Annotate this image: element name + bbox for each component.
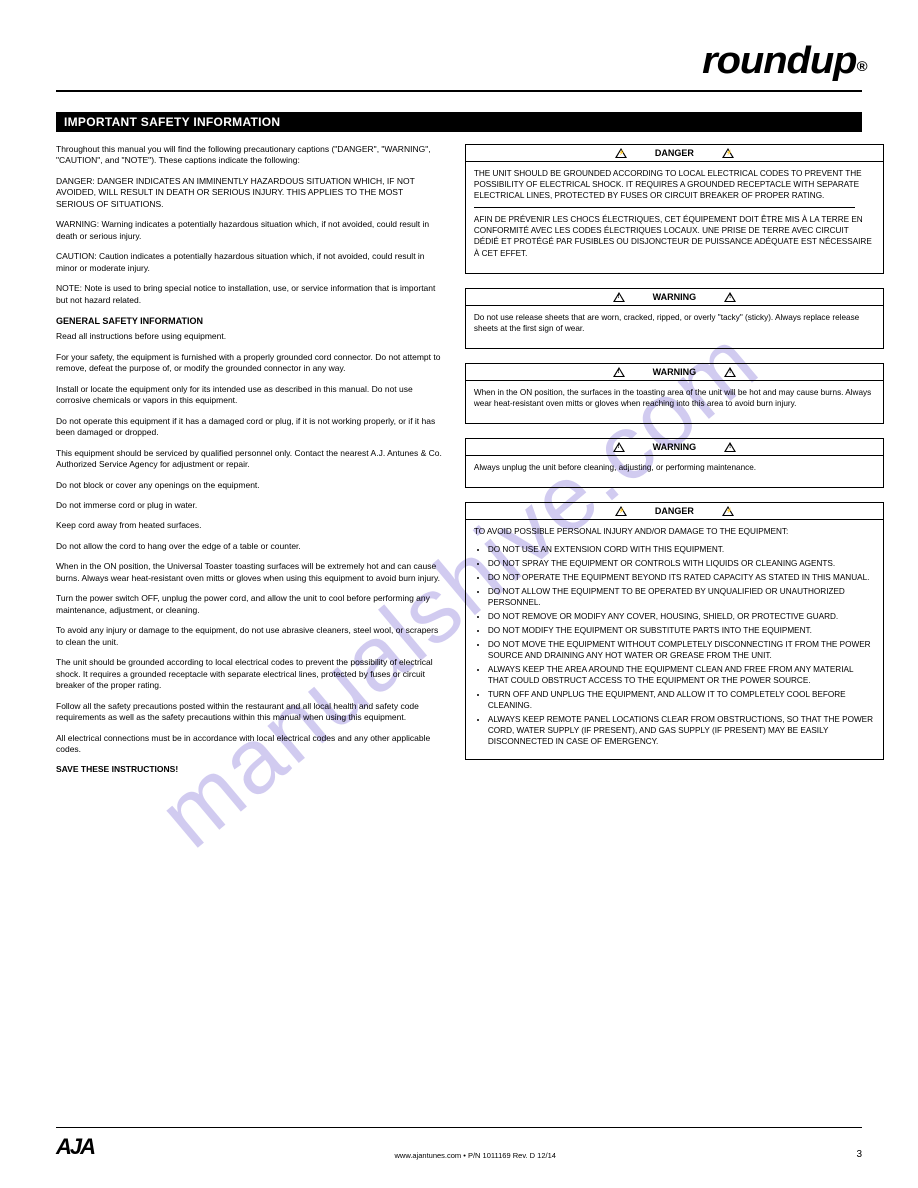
box-header: DANGER: [466, 503, 883, 520]
gsi-heading: GENERAL SAFETY INFORMATION: [56, 315, 443, 327]
warning-box-unplug: WARNING Always unplug the unit before cl…: [465, 438, 884, 488]
gsi-item: Keep cord away from heated surfaces.: [56, 520, 443, 531]
danger-list: DO NOT USE AN EXTENSION CORD WITH THIS E…: [474, 544, 875, 748]
divider-rule: [474, 207, 855, 208]
gsi-item: To avoid any injury or damage to the equ…: [56, 625, 443, 648]
box-title: DANGER: [655, 505, 694, 517]
section-title-bar: IMPORTANT SAFETY INFORMATION: [56, 112, 862, 132]
warning-box-hot: WARNING When in the ON position, the sur…: [465, 363, 884, 424]
gsi-item: Do not operate this equipment if it has …: [56, 416, 443, 439]
gsi-item: Read all instructions before using equip…: [56, 331, 443, 342]
box-para: THE UNIT SHOULD BE GROUNDED ACCORDING TO…: [474, 168, 875, 201]
box-title: WARNING: [653, 291, 697, 303]
list-item: DO NOT OPERATE THE EQUIPMENT BEYOND ITS …: [488, 572, 875, 583]
warning-icon: [613, 442, 625, 452]
list-item: DO NOT SPRAY THE EQUIPMENT OR CONTROLS W…: [488, 558, 875, 569]
gsi-item: When in the ON position, the Universal T…: [56, 561, 443, 584]
box-intro: TO AVOID POSSIBLE PERSONAL INJURY AND/OR…: [474, 526, 875, 537]
box-body: Do not use release sheets that are worn,…: [466, 306, 883, 348]
box-header: WARNING: [466, 364, 883, 381]
intro-paragraph: Throughout this manual you will find the…: [56, 144, 443, 167]
box-title: WARNING: [653, 366, 697, 378]
page-number: 3: [856, 1149, 862, 1160]
list-item: ALWAYS KEEP REMOTE PANEL LOCATIONS CLEAR…: [488, 714, 875, 747]
footer-rule: [56, 1127, 862, 1128]
danger-box-list: DANGER TO AVOID POSSIBLE PERSONAL INJURY…: [465, 502, 884, 759]
bolt-icon: [615, 506, 627, 516]
gsi-item: The unit should be grounded according to…: [56, 657, 443, 691]
bolt-icon: [615, 148, 627, 158]
box-header: WARNING: [466, 439, 883, 456]
gsi-item: Do not block or cover any openings on th…: [56, 480, 443, 491]
footer-center-text: www.ajantunes.com • P/N 1011169 Rev. D 1…: [94, 1151, 856, 1160]
box-header: DANGER: [466, 145, 883, 162]
list-item: DO NOT MODIFY THE EQUIPMENT OR SUBSTITUT…: [488, 625, 875, 636]
content-columns: Throughout this manual you will find the…: [56, 144, 862, 785]
box-para: Do not use release sheets that are worn,…: [474, 312, 875, 334]
warning-icon: [724, 292, 736, 302]
brand-logo: roundup®: [702, 40, 866, 83]
warning-icon: [613, 292, 625, 302]
gsi-item: Do not immerse cord or plug in water.: [56, 500, 443, 511]
box-body: When in the ON position, the surfaces in…: [466, 381, 883, 423]
gsi-item: For your safety, the equipment is furnis…: [56, 352, 443, 375]
danger-box-grounding: DANGER THE UNIT SHOULD BE GROUNDED ACCOR…: [465, 144, 884, 274]
box-para-fr: AFIN DE PRÉVENIR LES CHOCS ÉLECTRIQUES, …: [474, 214, 875, 258]
list-item: TURN OFF AND UNPLUG THE EQUIPMENT, AND A…: [488, 689, 875, 711]
gsi-item: Do not allow the cord to hang over the e…: [56, 541, 443, 552]
warning-icon: [724, 367, 736, 377]
gsi-item: Turn the power switch OFF, unplug the po…: [56, 593, 443, 616]
footer-logo: AJA: [56, 1134, 94, 1160]
box-para: When in the ON position, the surfaces in…: [474, 387, 875, 409]
header-rule: [56, 90, 862, 92]
left-column: Throughout this manual you will find the…: [56, 144, 443, 785]
box-title: DANGER: [655, 147, 694, 159]
box-body: Always unplug the unit before cleaning, …: [466, 456, 883, 487]
right-column: DANGER THE UNIT SHOULD BE GROUNDED ACCOR…: [465, 144, 884, 785]
list-item: DO NOT ALLOW THE EQUIPMENT TO BE OPERATE…: [488, 586, 875, 608]
list-item: DO NOT MOVE THE EQUIPMENT WITHOUT COMPLE…: [488, 639, 875, 661]
def-note: NOTE: Note is used to bring special noti…: [56, 283, 443, 306]
def-warning: WARNING: Warning indicates a potentially…: [56, 219, 443, 242]
box-body: TO AVOID POSSIBLE PERSONAL INJURY AND/OR…: [466, 520, 883, 758]
bolt-icon: [722, 148, 734, 158]
bolt-icon: [722, 506, 734, 516]
list-item: DO NOT USE AN EXTENSION CORD WITH THIS E…: [488, 544, 875, 555]
box-body: THE UNIT SHOULD BE GROUNDED ACCORDING TO…: [466, 162, 883, 272]
def-danger: DANGER: DANGER INDICATES AN IMMINENTLY H…: [56, 176, 443, 210]
list-item: ALWAYS KEEP THE AREA AROUND THE EQUIPMEN…: [488, 664, 875, 686]
warning-icon: [613, 367, 625, 377]
gsi-item: Follow all the safety precautions posted…: [56, 701, 443, 724]
box-header: WARNING: [466, 289, 883, 306]
box-title: WARNING: [653, 441, 697, 453]
warning-box-sheets: WARNING Do not use release sheets that a…: [465, 288, 884, 349]
gsi-item: This equipment should be serviced by qua…: [56, 448, 443, 471]
page-footer: AJA www.ajantunes.com • P/N 1011169 Rev.…: [56, 1127, 862, 1160]
box-para: Always unplug the unit before cleaning, …: [474, 462, 875, 473]
def-caution: CAUTION: Caution indicates a potentially…: [56, 251, 443, 274]
gsi-item: Install or locate the equipment only for…: [56, 384, 443, 407]
warning-icon: [724, 442, 736, 452]
list-item: DO NOT REMOVE OR MODIFY ANY COVER, HOUSI…: [488, 611, 875, 622]
gsi-item: All electrical connections must be in ac…: [56, 733, 443, 756]
save-line: SAVE THESE INSTRUCTIONS!: [56, 764, 443, 775]
